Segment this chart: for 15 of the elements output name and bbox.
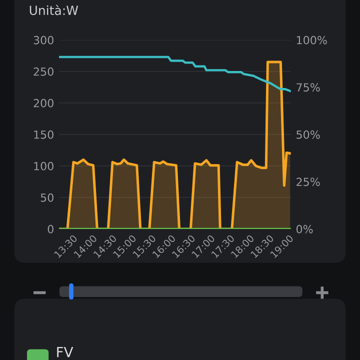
- text: FV: [57, 346, 74, 358]
- y-axis-title: Unità:W: [30, 4, 78, 16]
- y-tick-label: 50: [40, 193, 54, 202]
- y2-tick-label: 100%: [296, 36, 327, 44]
- y-tick-label: 100: [34, 162, 54, 170]
- line-series: [59, 56, 291, 92]
- y2-tick-label: 50%: [296, 130, 320, 139]
- y-tick-label: 0: [48, 224, 54, 234]
- y2-tick-label: 0%: [296, 224, 313, 234]
- y-tick-label: 250: [34, 67, 54, 76]
- y-tick-label: 200: [34, 98, 54, 108]
- y2-tick-label: 75%: [296, 83, 320, 92]
- y2-tick-label: 25%: [296, 178, 320, 186]
- y-tick-label: 300: [34, 36, 54, 44]
- y-tick-label: 150: [34, 130, 54, 139]
